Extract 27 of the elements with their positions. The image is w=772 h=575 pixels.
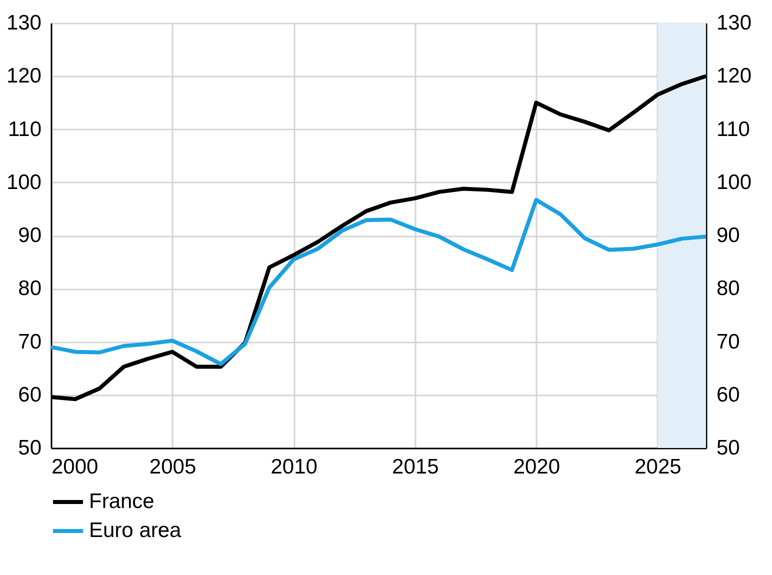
y-tick-label: 120 [6, 64, 42, 88]
y2-tick-label: 50 [716, 436, 740, 460]
line-series [49, 198, 708, 366]
y-tick-label: 130 [6, 12, 42, 34]
y2-tick-label: 110 [716, 118, 750, 141]
x-tick-label: 2025 [634, 456, 682, 478]
y2-tick-label: 60 [716, 383, 740, 406]
y2-tick-label: 90 [716, 224, 740, 247]
y2-tick-label: 120 [716, 64, 752, 88]
y2-tick-label: 70 [716, 330, 740, 354]
y-tick-label: 100 [6, 170, 42, 194]
y2-tick-label: 100 [716, 170, 752, 194]
x-tick-label: 2010 [270, 456, 318, 478]
y-tick-label: 70 [18, 330, 42, 354]
x-tick-label: 2020 [513, 456, 560, 478]
legend-label: Euro area [89, 519, 182, 542]
y2-tick-label: 130 [716, 12, 752, 34]
x-tick-label: 2000 [52, 456, 98, 478]
y2-tick-label: 80 [716, 277, 740, 300]
y-tick-label: 60 [18, 383, 42, 406]
y-tick-label: 50 [18, 436, 42, 460]
y-tick-label: 90 [18, 224, 42, 247]
y-tick-label: 110 [8, 118, 42, 141]
x-tick-label: 2015 [392, 456, 439, 478]
legend-label: France [89, 490, 154, 513]
x-tick-label: 2005 [149, 456, 196, 478]
y-tick-label: 80 [18, 277, 42, 300]
